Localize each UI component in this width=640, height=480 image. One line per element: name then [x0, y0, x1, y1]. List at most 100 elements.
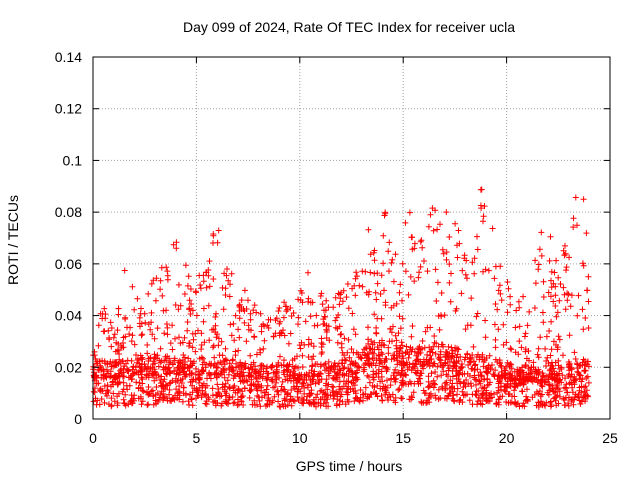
data-point: [293, 383, 300, 390]
data-point: [227, 321, 234, 328]
data-point: [498, 373, 505, 380]
data-point: [462, 271, 469, 278]
data-point: [280, 314, 287, 321]
data-point: [254, 378, 261, 385]
data-point: [125, 401, 132, 408]
data-point: [281, 386, 288, 393]
data-point: [299, 352, 306, 359]
data-point: [454, 351, 461, 358]
data-point: [362, 352, 369, 359]
data-point: [373, 329, 380, 336]
data-point: [253, 351, 260, 358]
data-point: [550, 338, 557, 345]
data-point: [443, 209, 450, 216]
data-point: [349, 360, 356, 367]
data-point: [218, 338, 225, 345]
data-point: [374, 270, 381, 277]
data-point: [370, 249, 377, 256]
data-point: [439, 383, 446, 390]
data-point: [450, 363, 457, 370]
data-point: [151, 377, 158, 384]
data-point: [314, 361, 321, 367]
data-point: [251, 302, 258, 309]
data-point: [284, 362, 291, 369]
data-point: [459, 363, 466, 370]
data-point: [512, 384, 518, 391]
data-point: [337, 393, 344, 400]
data-point: [244, 378, 251, 385]
data-point: [305, 269, 311, 276]
data-point: [397, 344, 404, 351]
data-point: [551, 269, 558, 276]
data-point: [570, 224, 577, 231]
data-point: [492, 344, 499, 351]
data-point: [145, 384, 152, 390]
data-point: [166, 386, 173, 393]
data-point: [136, 360, 143, 367]
data-point: [459, 388, 466, 395]
data-point: [305, 399, 312, 406]
data-point: [144, 402, 151, 409]
data-point: [234, 371, 241, 378]
data-point: [226, 365, 233, 372]
data-point: [209, 385, 216, 392]
data-point: [384, 377, 390, 384]
data-point: [357, 394, 364, 401]
data-point: [99, 357, 106, 364]
data-point: [496, 282, 503, 289]
data-point: [96, 358, 103, 365]
data-point: [108, 325, 115, 331]
data-point: [457, 396, 464, 403]
data-point: [291, 355, 298, 362]
data-point: [342, 401, 349, 408]
data-point: [164, 371, 170, 378]
data-point: [372, 289, 379, 296]
data-point: [155, 372, 162, 379]
data-point: [459, 267, 466, 274]
data-point: [324, 386, 331, 393]
data-point: [540, 294, 547, 300]
data-point: [200, 355, 206, 362]
data-point: [280, 403, 287, 410]
data-point: [242, 360, 249, 367]
data-point: [396, 353, 403, 360]
data-point: [381, 212, 388, 219]
data-point: [438, 290, 445, 296]
data-point: [247, 388, 254, 394]
data-point: [385, 344, 392, 351]
data-point: [287, 330, 294, 337]
data-point: [269, 376, 276, 383]
data-point: [471, 366, 478, 373]
x-tick-label: 20: [499, 430, 515, 446]
data-point: [540, 319, 547, 326]
data-point: [453, 375, 460, 382]
data-point: [426, 392, 433, 399]
data-point: [403, 343, 410, 350]
data-point: [238, 297, 245, 304]
data-point: [149, 387, 156, 394]
data-point: [437, 221, 443, 228]
data-point: [144, 350, 151, 357]
data-point: [405, 354, 412, 361]
data-point: [535, 261, 542, 268]
data-point: [339, 298, 346, 305]
data-point: [473, 377, 480, 383]
data-point: [451, 398, 458, 405]
data-point: [133, 379, 140, 386]
data-point: [415, 345, 421, 352]
data-point: [378, 272, 385, 279]
data-point: [349, 373, 356, 380]
data-point: [247, 316, 254, 323]
data-point: [284, 306, 291, 313]
data-point: [218, 368, 225, 375]
data-point: [265, 370, 272, 377]
data-point: [340, 378, 347, 385]
data-point: [388, 259, 395, 266]
data-point: [492, 336, 499, 343]
data-point: [500, 321, 507, 328]
data-point: [432, 381, 438, 388]
data-point: [124, 386, 131, 393]
data-point: [511, 393, 518, 400]
data-point: [352, 275, 359, 282]
data-point: [583, 387, 590, 394]
